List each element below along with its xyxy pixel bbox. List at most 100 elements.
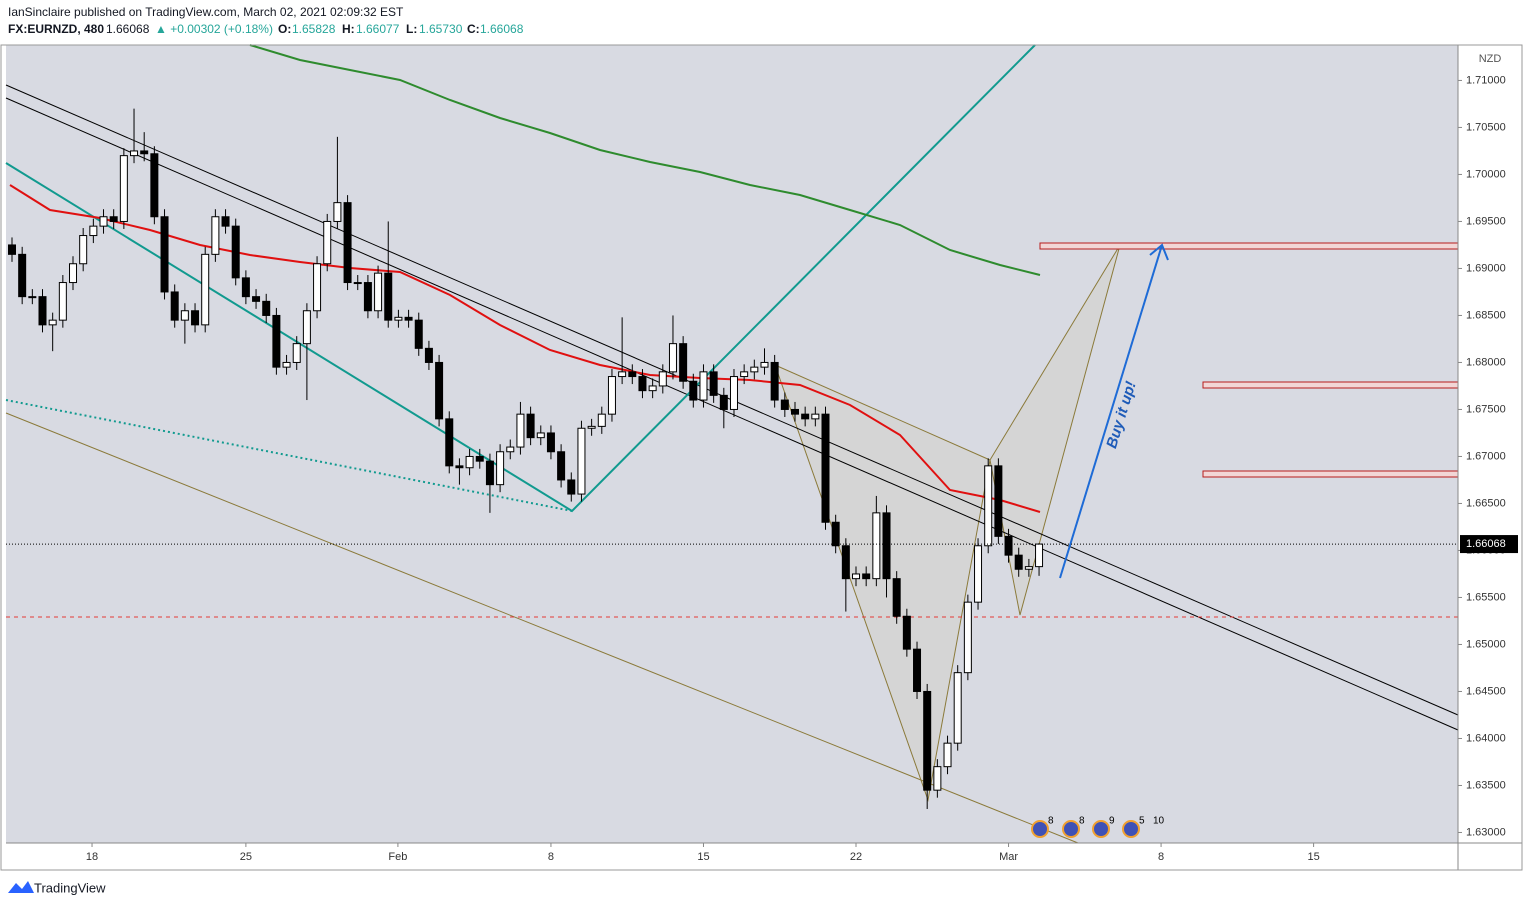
price-tag — [1460, 535, 1518, 554]
plot-background — [6, 45, 1458, 843]
candle-body — [780, 399, 789, 410]
candle-body — [130, 150, 139, 157]
candle-body — [241, 277, 250, 298]
moving-average — [249, 44, 1041, 276]
y-tick-label: 1.70000 — [1466, 168, 1506, 180]
y-tick-label: 1.63000 — [1466, 826, 1506, 838]
candle-body — [994, 465, 1003, 537]
candle-body — [38, 296, 47, 326]
candle-body — [89, 225, 98, 237]
x-tick-label: 25 — [240, 851, 252, 863]
y-tick-label: 1.64500 — [1466, 685, 1506, 697]
candle-body — [882, 512, 891, 580]
zone — [1202, 470, 1459, 478]
candle-body — [892, 578, 901, 617]
price: 1.66068 — [106, 22, 150, 36]
y-tick-label: 1.68000 — [1466, 356, 1506, 368]
candle-body — [435, 361, 444, 420]
y-tick-label: 1.65000 — [1466, 638, 1506, 650]
candle-body — [618, 371, 627, 378]
y-tick-label: 1.69500 — [1466, 215, 1506, 227]
y-tick-label: 1.71000 — [1466, 74, 1506, 86]
candle-body — [557, 451, 566, 481]
candle-body — [546, 432, 555, 453]
price-tag-label: 1.66068 — [1466, 538, 1506, 550]
event-count: 5 — [1139, 816, 1145, 827]
ohlc-label: L: — [406, 22, 417, 36]
candle-body — [597, 413, 606, 427]
candle-body — [607, 376, 616, 415]
candle-body — [943, 742, 952, 768]
trend-line — [5, 399, 573, 512]
candle-body — [953, 672, 962, 744]
candle-body — [974, 545, 983, 603]
candle-body — [109, 216, 118, 222]
moving-average — [9, 184, 1041, 513]
event-icon — [1031, 820, 1049, 838]
candle-body — [58, 282, 67, 321]
candle-body — [384, 272, 393, 321]
event-count: 8 — [1079, 816, 1085, 827]
candle-body — [587, 425, 596, 429]
candle-body — [699, 371, 708, 401]
ohlc-label: C: — [467, 22, 480, 36]
candle-body — [302, 310, 311, 345]
candle-body — [577, 427, 586, 495]
candle-body — [252, 296, 261, 302]
candle-body — [211, 216, 220, 255]
x-tick-label: 8 — [1158, 851, 1164, 863]
candle-body — [323, 220, 332, 265]
candle-body — [923, 690, 932, 791]
arrow-head — [1149, 243, 1169, 261]
candle-body — [18, 253, 27, 298]
candle-body — [99, 216, 108, 227]
candle-body — [770, 361, 779, 401]
pattern-fill — [990, 245, 1120, 615]
y-tick-label: 1.65500 — [1466, 591, 1506, 603]
candle-body — [7, 244, 16, 255]
candle-body — [821, 413, 830, 523]
event-count: 9 — [1109, 816, 1115, 827]
candle-body — [709, 371, 718, 396]
candle-body — [313, 263, 322, 312]
candle-body — [536, 432, 545, 439]
candle-body — [465, 455, 474, 469]
candle-body — [119, 155, 128, 222]
y-tick-label: 1.70500 — [1466, 121, 1506, 133]
candle-body — [984, 465, 993, 547]
candle-body — [638, 376, 647, 392]
y-tick-label: 1.66500 — [1466, 497, 1506, 509]
ohlc-value: 1.66077 — [356, 22, 400, 36]
candle-body — [506, 446, 515, 453]
candle-body — [852, 573, 861, 580]
candle-body — [48, 319, 57, 326]
candle-body — [790, 408, 799, 415]
y-tick-label: 1.67000 — [1466, 450, 1506, 462]
candle-body — [28, 296, 37, 299]
candle-body — [485, 460, 494, 486]
arrow — [1059, 244, 1163, 579]
logo — [8, 881, 34, 893]
y-tick-label: 1.64000 — [1466, 732, 1506, 744]
candle-body — [343, 202, 352, 284]
y-tick-label: 1.68500 — [1466, 309, 1506, 321]
x-tick-label: 18 — [86, 851, 98, 863]
candle-body — [292, 343, 301, 363]
ohlc-value: 1.66068 — [480, 22, 524, 36]
candle-body — [455, 465, 464, 469]
candle-body — [150, 153, 159, 218]
candle-body — [1014, 554, 1023, 570]
candle-body — [526, 413, 535, 439]
candle-body — [180, 310, 189, 321]
candle-body — [475, 455, 484, 462]
candle-body — [1004, 535, 1013, 556]
candle-body — [801, 413, 810, 420]
y-tick-label: 1.63500 — [1466, 779, 1506, 791]
candle-body — [760, 361, 769, 368]
candle-body — [404, 316, 413, 321]
publisher: IanSinclaire published on TradingView.co… — [8, 5, 404, 19]
candle-body — [963, 601, 972, 674]
candle-body — [414, 319, 423, 349]
candle-body — [668, 343, 677, 373]
